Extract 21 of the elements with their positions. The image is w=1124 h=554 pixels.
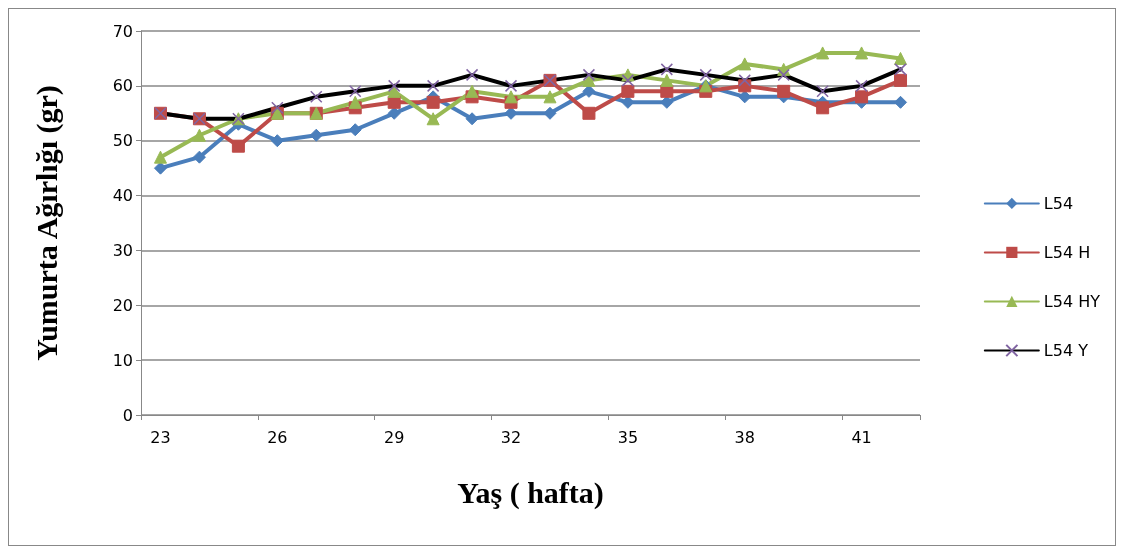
- x-tick-label: 35: [617, 427, 639, 447]
- y-tick-label: 20: [112, 295, 133, 315]
- legend-label: L54 Y: [1043, 341, 1089, 360]
- y-axis-title: Yumurta Ağırlığı (gr): [29, 85, 64, 361]
- legend-label: L54: [1043, 193, 1074, 213]
- y-tick-label: 0: [122, 405, 133, 425]
- y-tick-label: 30: [112, 240, 133, 260]
- x-tick-label: 29: [384, 427, 405, 447]
- legend-label: L54 HY: [1043, 291, 1101, 311]
- x-axis-title: Yaş ( hafta): [457, 475, 604, 510]
- y-tick-label: 60: [112, 76, 133, 96]
- y-tick-label: 70: [112, 21, 133, 41]
- y-tick-label: 40: [112, 186, 133, 206]
- x-tick-label: 32: [500, 427, 522, 447]
- y-tick-label: 50: [112, 131, 133, 151]
- x-tick-label: 41: [851, 427, 872, 447]
- legend-label: L54 H: [1043, 242, 1091, 262]
- x-tick-label: 23: [150, 427, 171, 447]
- x-tick-label: 38: [734, 427, 755, 447]
- x-tick-label: 26: [267, 427, 288, 447]
- y-tick-label: 10: [112, 350, 133, 370]
